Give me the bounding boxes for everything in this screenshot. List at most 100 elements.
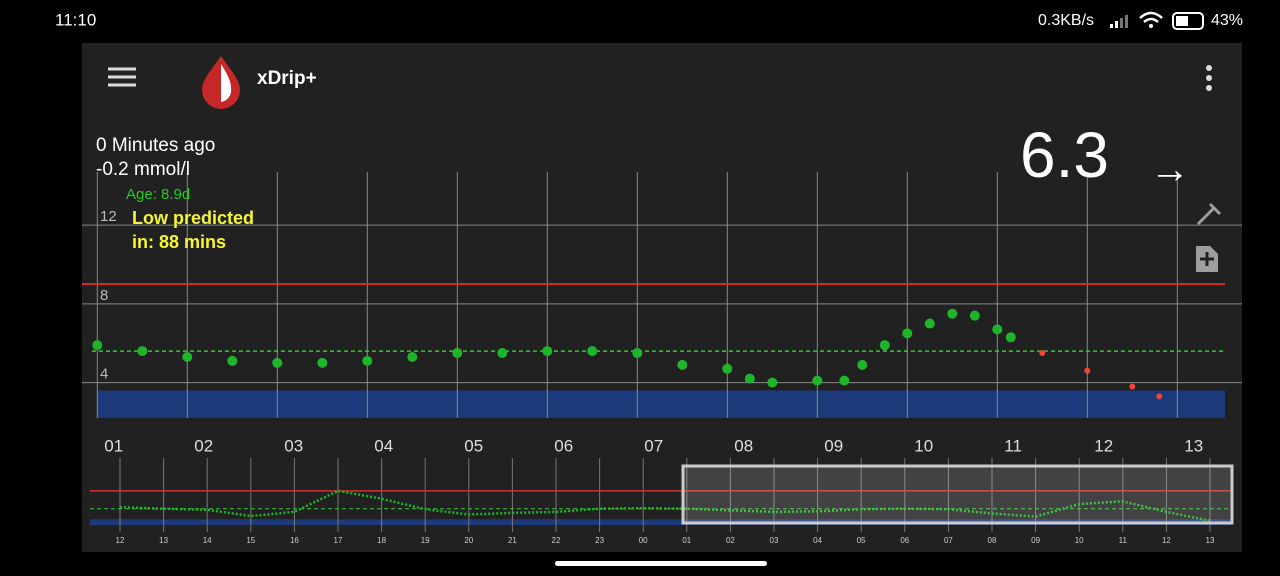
- x-tick-label: 09: [824, 436, 843, 455]
- sensor-age: Age: 8.9d: [126, 186, 190, 203]
- reading-dot: [362, 355, 373, 366]
- x-tick-label: 05: [857, 536, 866, 545]
- prediction-dot: [1156, 393, 1163, 400]
- history-line: [119, 489, 1211, 523]
- reading-dot: [317, 357, 328, 368]
- x-tick-label: 03: [284, 436, 303, 455]
- x-tick-label: 06: [554, 436, 573, 455]
- status-time: 11:10: [55, 10, 96, 29]
- trend-arrow: →: [1150, 148, 1190, 192]
- x-tick-label: 14: [203, 536, 212, 545]
- reading-dot: [407, 351, 418, 362]
- app-title: xDrip+: [257, 68, 317, 89]
- battery-level: [1176, 16, 1188, 26]
- x-tick-label: 13: [1206, 536, 1215, 545]
- reading-dot: [497, 348, 508, 359]
- viewport-frame: [681, 464, 1234, 525]
- x-tick-label: 01: [682, 536, 691, 545]
- x-tick-label: 23: [595, 536, 604, 545]
- x-tick-label: 03: [770, 536, 779, 545]
- prediction-dot: [1084, 367, 1091, 374]
- reading-dot: [857, 359, 868, 370]
- x-tick-label: 05: [464, 436, 483, 455]
- x-tick-label: 20: [464, 536, 473, 545]
- x-tick-label: 09: [1031, 536, 1040, 545]
- x-tick-label: 11: [1004, 436, 1022, 455]
- delta: -0.2 mmol/l: [96, 159, 190, 180]
- x-tick-label: 04: [374, 436, 393, 455]
- x-tick-label: 19: [421, 536, 430, 545]
- reading-dot: [227, 355, 238, 366]
- x-tick-label: 13: [159, 536, 168, 545]
- reading-dot: [272, 357, 283, 368]
- network-speed: 0.3KB/s: [1038, 12, 1094, 29]
- reading-dot: [632, 348, 643, 359]
- x-tick-label: 01: [104, 436, 123, 455]
- bg-value: 6.3: [1020, 119, 1109, 191]
- signal-icon: [1110, 15, 1128, 28]
- y-tick-label: 8: [100, 287, 108, 304]
- prediction-dot: [1039, 350, 1046, 357]
- low-band: [90, 519, 1232, 525]
- reading-dot: [879, 340, 890, 351]
- x-tick-label: 15: [246, 536, 255, 545]
- x-tick-label: 07: [944, 536, 953, 545]
- x-tick-label: 02: [726, 536, 735, 545]
- add-note-button[interactable]: [1196, 246, 1218, 272]
- overflow-menu[interactable]: [1206, 65, 1212, 91]
- x-tick-label: 08: [988, 536, 997, 545]
- battery-percent: 43%: [1211, 12, 1243, 29]
- reading-dot: [767, 377, 778, 388]
- home-indicator: [555, 561, 767, 566]
- prediction-dot: [1129, 383, 1136, 390]
- x-tick-label: 02: [194, 436, 213, 455]
- low-band: [97, 390, 1225, 418]
- reading-dot: [722, 363, 733, 374]
- prediction-line: in: 88 mins: [132, 232, 226, 252]
- x-tick-label: 04: [813, 536, 822, 545]
- reading-dot: [1005, 332, 1016, 343]
- x-tick-label: 21: [508, 536, 517, 545]
- wifi-dot: [1149, 24, 1153, 28]
- minutes-ago: 0 Minutes ago: [96, 135, 215, 156]
- reading-dot: [677, 359, 688, 370]
- prediction-line: Low predicted: [132, 208, 254, 228]
- x-tick-label: 12: [116, 536, 125, 545]
- reading-dot: [902, 328, 913, 339]
- app-logo-drop: [221, 64, 232, 102]
- x-tick-label: 06: [900, 536, 909, 545]
- reading-dot: [839, 375, 850, 386]
- x-tick-label: 10: [914, 436, 933, 455]
- wifi-icon: [1139, 11, 1163, 23]
- x-tick-label: 12: [1162, 536, 1171, 545]
- reading-dot: [92, 340, 103, 351]
- x-tick-label: 00: [639, 536, 648, 545]
- reading-dot: [137, 346, 148, 357]
- x-tick-label: 22: [552, 536, 561, 545]
- x-tick-label: 11: [1119, 536, 1128, 545]
- x-tick-label: 17: [334, 536, 343, 545]
- reading-dot: [744, 373, 755, 384]
- reading-dot: [452, 348, 463, 359]
- x-tick-label: 12: [1094, 436, 1113, 455]
- y-tick-label: 4: [100, 366, 108, 383]
- reading-dot: [947, 308, 958, 319]
- y-tick-label: 12: [100, 208, 117, 225]
- reading-dot: [924, 318, 935, 329]
- reading-dot: [542, 346, 553, 357]
- battery-icon: [1172, 12, 1204, 30]
- x-tick-label: 13: [1184, 436, 1203, 455]
- reading-dot: [182, 351, 193, 362]
- menu-button[interactable]: [108, 67, 136, 87]
- x-tick-label: 18: [377, 536, 386, 545]
- x-tick-label: 10: [1075, 536, 1084, 545]
- reading-dot: [812, 375, 823, 386]
- x-tick-label: 16: [290, 536, 299, 545]
- reading-dot: [969, 310, 980, 321]
- calibrate-button[interactable]: [1196, 202, 1222, 226]
- x-tick-label: 07: [644, 436, 663, 455]
- x-tick-label: 08: [734, 436, 753, 455]
